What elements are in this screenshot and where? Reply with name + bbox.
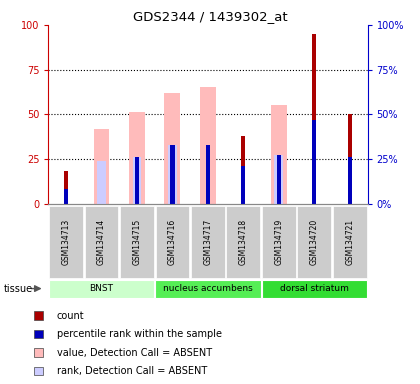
Bar xyxy=(241,166,246,204)
Bar xyxy=(64,189,68,204)
Bar xyxy=(200,88,216,204)
Text: GSM134713: GSM134713 xyxy=(62,219,71,265)
Text: GSM134721: GSM134721 xyxy=(345,219,354,265)
Text: GSM134718: GSM134718 xyxy=(239,219,248,265)
Bar xyxy=(94,129,110,204)
Bar xyxy=(312,119,316,204)
Text: GSM134716: GSM134716 xyxy=(168,219,177,265)
Bar xyxy=(170,145,175,204)
Bar xyxy=(274,155,283,204)
Text: GSM134715: GSM134715 xyxy=(132,219,142,265)
Bar xyxy=(348,114,352,204)
Bar xyxy=(165,93,181,204)
Text: rank, Detection Call = ABSENT: rank, Detection Call = ABSENT xyxy=(57,366,207,376)
Text: tissue: tissue xyxy=(4,283,33,294)
Text: dorsal striatum: dorsal striatum xyxy=(280,284,349,293)
Bar xyxy=(129,113,145,204)
Bar xyxy=(133,157,142,204)
Text: GSM134720: GSM134720 xyxy=(310,219,319,265)
Bar xyxy=(97,161,106,204)
Bar xyxy=(168,145,177,204)
Bar xyxy=(277,155,281,204)
Text: nucleus accumbens: nucleus accumbens xyxy=(163,284,253,293)
Bar xyxy=(206,145,210,204)
Text: BNST: BNST xyxy=(89,284,113,293)
Text: count: count xyxy=(57,311,84,321)
Text: GSM134714: GSM134714 xyxy=(97,219,106,265)
Text: GSM134719: GSM134719 xyxy=(274,219,284,265)
Bar xyxy=(64,171,68,204)
Bar xyxy=(241,136,246,204)
Text: percentile rank within the sample: percentile rank within the sample xyxy=(57,329,222,339)
Bar xyxy=(271,105,287,204)
Bar xyxy=(135,157,139,204)
Bar xyxy=(312,34,316,204)
Bar xyxy=(348,157,352,204)
Text: value, Detection Call = ABSENT: value, Detection Call = ABSENT xyxy=(57,348,212,358)
Text: GSM134717: GSM134717 xyxy=(203,219,213,265)
Bar xyxy=(206,145,210,204)
Text: GDS2344 / 1439302_at: GDS2344 / 1439302_at xyxy=(133,10,287,23)
